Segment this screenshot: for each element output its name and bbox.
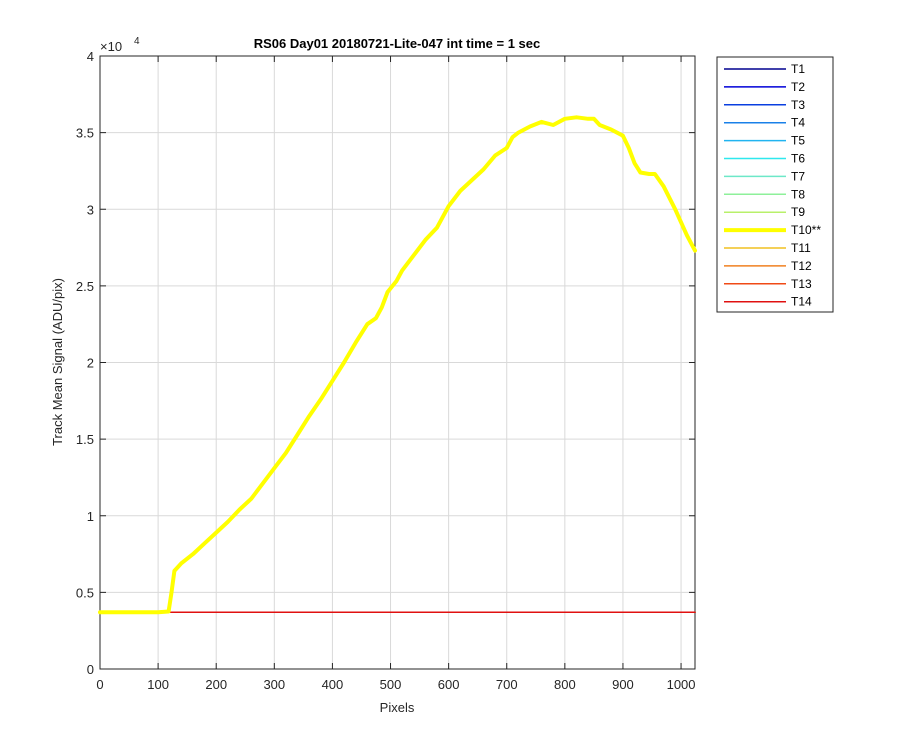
y-tick-label: 1.5 xyxy=(76,432,94,447)
x-tick-label: 1000 xyxy=(667,677,696,692)
grid-layer xyxy=(99,55,695,670)
legend: T1 T2 T3 T4 T5 T6 T7 T8 T9 T10** T11 T12 T13 T14 xyxy=(716,56,834,313)
legend-label: T4 xyxy=(791,116,805,130)
y-tick-label: 1 xyxy=(87,509,94,524)
legend-label: T3 xyxy=(791,98,805,112)
x-tick-label: 700 xyxy=(496,677,518,692)
x-axis-label: Pixels xyxy=(380,700,415,715)
chart-title: RS06 Day01 20180721-Lite-047 int time = … xyxy=(254,36,541,51)
legend-items: T1 T2 T3 T4 T5 T6 T7 T8 T9 T10** T11 T12 T13 T14 xyxy=(724,62,821,309)
legend-label: T9 xyxy=(791,205,805,219)
legend-label: T11 xyxy=(791,241,811,255)
y-exponent-power: 4 xyxy=(134,36,140,47)
legend-label: T7 xyxy=(791,169,805,183)
x-tick-label: 800 xyxy=(554,677,576,692)
series-line-t10 xyxy=(98,115,697,615)
legend-label: T5 xyxy=(791,134,805,148)
y-exponent-base: ×10 xyxy=(100,39,122,54)
x-tick-label: 200 xyxy=(205,677,227,692)
legend-label: T13 xyxy=(791,277,812,291)
x-tick-label: 400 xyxy=(322,677,344,692)
x-tick-label: 100 xyxy=(147,677,169,692)
tick-layer: 0 100 200 300 400 500 600 700 800 900 1000 0 0.5 1 1.5… xyxy=(76,49,696,692)
x-tick-label: 0 xyxy=(96,677,103,692)
y-exponent: ×10 4 xyxy=(100,36,140,54)
legend-label: T2 xyxy=(791,80,805,94)
series-layer xyxy=(98,115,697,615)
y-tick-label: 3 xyxy=(87,202,94,217)
legend-label: T1 xyxy=(791,62,805,76)
x-tick-label: 600 xyxy=(438,677,460,692)
legend-label: T10** xyxy=(791,223,821,237)
legend-label: T12 xyxy=(791,259,812,273)
y-tick-label: 0 xyxy=(87,662,94,677)
x-tick-label: 900 xyxy=(612,677,634,692)
y-axis-label: Track Mean Signal (ADU/pix) xyxy=(50,278,65,446)
legend-label: T14 xyxy=(791,295,812,309)
y-tick-label: 0.5 xyxy=(76,585,94,600)
y-tick-label: 2 xyxy=(87,356,94,371)
legend-label: T8 xyxy=(791,187,805,201)
y-tick-label: 2.5 xyxy=(76,279,94,294)
x-tick-label: 300 xyxy=(263,677,285,692)
y-tick-label: 4 xyxy=(87,49,94,64)
legend-label: T6 xyxy=(791,152,805,166)
y-tick-label: 3.5 xyxy=(76,126,94,141)
legend-box xyxy=(716,56,834,313)
x-tick-label: 500 xyxy=(380,677,402,692)
